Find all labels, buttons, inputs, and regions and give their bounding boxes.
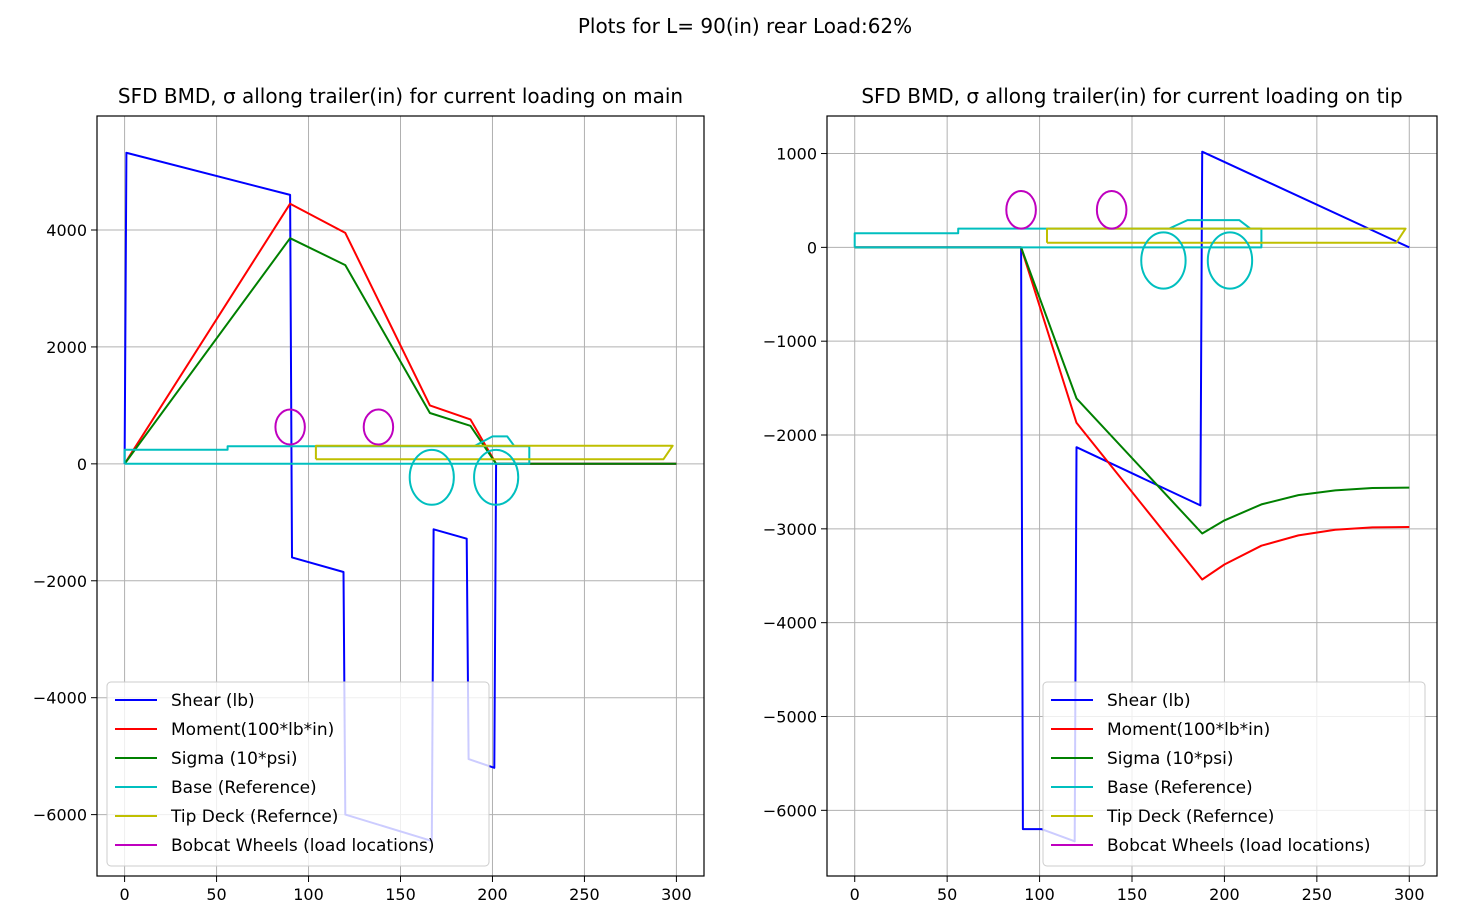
wheel-marker	[274, 408, 306, 446]
y-tick-label: −1000	[763, 332, 817, 351]
y-tick-label: 0	[807, 238, 817, 257]
legend-label-base: Base (Reference)	[171, 778, 317, 798]
x-tick-label: 0	[119, 885, 129, 904]
series-tip-line	[314, 444, 674, 461]
y-tick-label: 2000	[46, 338, 87, 357]
legend-box	[1042, 681, 1426, 867]
axes-frame	[96, 115, 705, 877]
series-sigma-line	[854, 246, 1410, 535]
legend-label-moment: Moment(100*lb*in)	[1107, 720, 1270, 740]
y-tick-label: −4000	[763, 614, 817, 633]
y-tick-label: −2000	[763, 426, 817, 445]
y-tick-label: 4000	[46, 221, 87, 240]
x-tick-label: 50	[206, 885, 226, 904]
x-tick-label: 50	[937, 885, 957, 904]
wheel-marker	[362, 408, 395, 446]
wheel-marker	[1005, 190, 1037, 230]
y-tick-label: 1000	[776, 145, 817, 164]
legend-label-tip: Tip Deck (Refernce)	[170, 807, 338, 827]
legend-label-sigma: Sigma (10*psi)	[171, 749, 297, 769]
legend-label-moment: Moment(100*lb*in)	[171, 720, 334, 740]
legend-label-base: Base (Reference)	[1107, 778, 1253, 798]
x-tick-label: 150	[1117, 885, 1148, 904]
x-tick-label: 250	[569, 885, 600, 904]
x-tick-label: 200	[1209, 885, 1240, 904]
legend-label-tip: Tip Deck (Refernce)	[1106, 807, 1274, 827]
chart-main-loading: SFD BMD, σ allong trailer(in) for curren…	[33, 84, 705, 904]
y-tick-label: −6000	[33, 806, 87, 825]
chart-tip-loading: SFD BMD, σ allong trailer(in) for curren…	[763, 84, 1438, 904]
series-moment-line	[854, 246, 1410, 581]
legend-label-wheels: Bobcat Wheels (load locations)	[1107, 836, 1370, 856]
base-wheel-marker	[408, 448, 455, 506]
x-tick-label: 300	[1394, 885, 1425, 904]
base-wheel-marker	[473, 448, 520, 506]
legend: Shear (lb) Moment(100*lb*in) Sigma (10*psi…	[106, 681, 490, 867]
x-tick-label: 250	[1302, 885, 1333, 904]
x-tick-label: 200	[477, 885, 508, 904]
y-tick-label: −4000	[33, 689, 87, 708]
y-tick-label: −3000	[763, 520, 817, 539]
legend-box	[106, 681, 490, 867]
chart-title: SFD BMD, σ allong trailer(in) for curren…	[118, 84, 683, 108]
base-wheel-marker	[1206, 231, 1254, 290]
axes-frame	[826, 115, 1438, 877]
legend-label-sigma: Sigma (10*psi)	[1107, 749, 1233, 769]
legend-label-shear: Shear (lb)	[171, 691, 255, 711]
x-tick-label: 0	[850, 885, 860, 904]
wheel-marker	[1095, 190, 1128, 230]
base-wheel-marker	[1140, 231, 1187, 290]
x-tick-label: 300	[661, 885, 692, 904]
y-tick-label: 0	[77, 455, 87, 474]
chart-title: SFD BMD, σ allong trailer(in) for curren…	[861, 84, 1402, 108]
x-tick-label: 100	[293, 885, 324, 904]
legend-label-wheels: Bobcat Wheels (load locations)	[171, 836, 434, 856]
x-tick-label: 100	[1024, 885, 1055, 904]
series-tip-line	[1046, 227, 1407, 244]
legend-label-shear: Shear (lb)	[1107, 691, 1191, 711]
figure-title: Plots for L= 90(in) rear Load:62%	[578, 14, 912, 38]
legend: Shear (lb) Moment(100*lb*in) Sigma (10*psi…	[1042, 681, 1426, 867]
x-tick-label: 150	[385, 885, 416, 904]
y-tick-label: −2000	[33, 572, 87, 591]
y-tick-label: −6000	[763, 801, 817, 820]
y-tick-label: −5000	[763, 707, 817, 726]
